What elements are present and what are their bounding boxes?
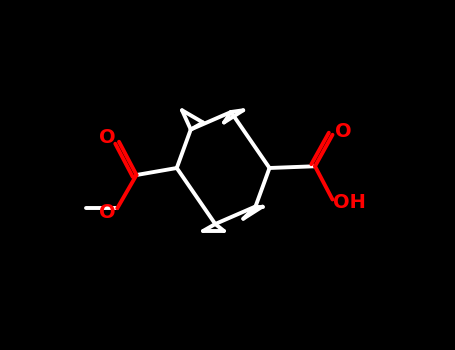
Text: OH: OH bbox=[333, 194, 366, 212]
Text: O: O bbox=[100, 128, 116, 147]
Text: O: O bbox=[99, 203, 116, 222]
Text: O: O bbox=[335, 122, 352, 141]
